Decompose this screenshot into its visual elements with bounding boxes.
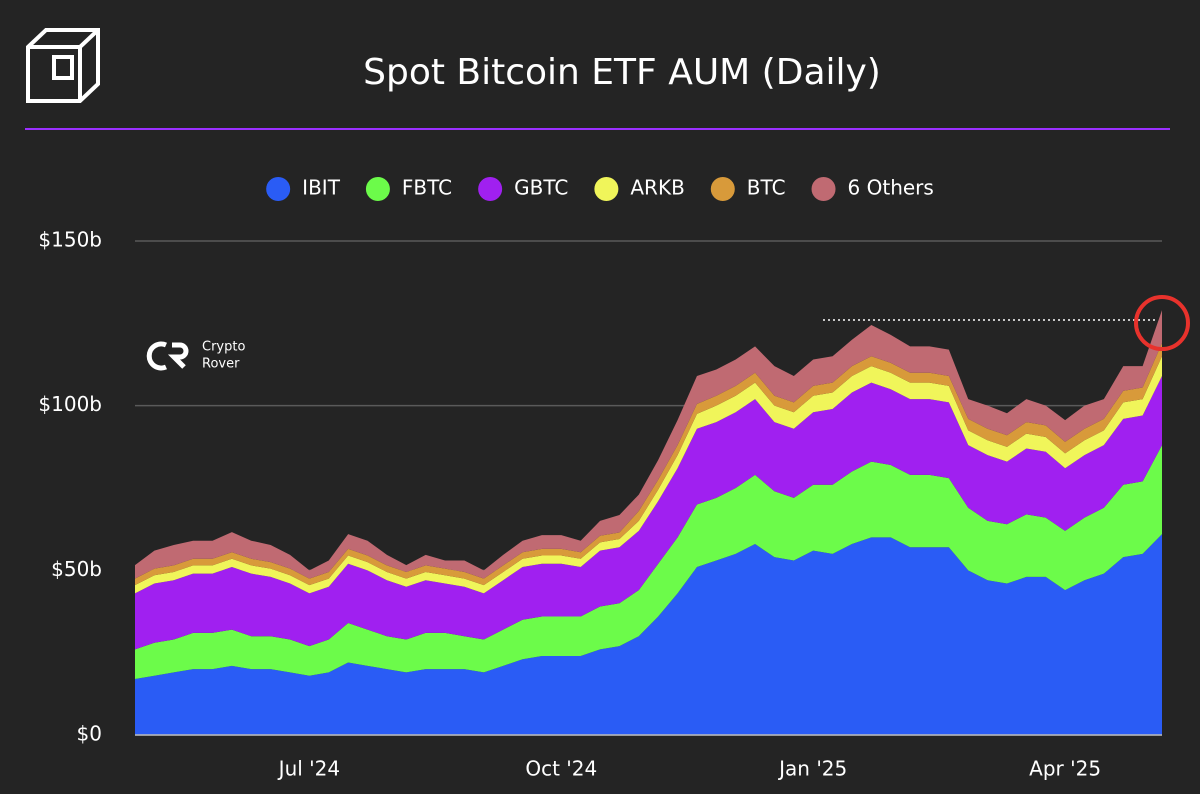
watermark-text: Rover: [202, 357, 240, 372]
legend-swatch: [478, 177, 503, 201]
legend-label: ARKB: [630, 176, 684, 200]
x-tick-label: Jan '25: [777, 757, 847, 781]
watermark: Crypto Rover: [146, 340, 245, 372]
y-tick-label: $100b: [38, 392, 102, 416]
area: [135, 445, 1162, 680]
legend-label: 6 Others: [848, 176, 934, 200]
legend-label: GBTC: [514, 176, 568, 200]
highlight-circle: [1134, 295, 1190, 352]
area: [135, 534, 1162, 735]
legend-label: BTC: [747, 176, 786, 200]
area: [135, 376, 1162, 650]
legend-swatch: [811, 177, 836, 201]
x-tick-label: Apr '25: [1029, 757, 1101, 781]
logo: [26, 28, 100, 103]
y-tick-label: $0: [77, 722, 102, 746]
legend-swatch: [365, 177, 390, 201]
chart-title: Spot Bitcoin ETF AUM (Daily): [363, 52, 881, 93]
y-tick-label: $50b: [51, 557, 102, 581]
x-tick-label: Oct '24: [525, 757, 597, 781]
legend-swatch: [594, 177, 619, 201]
legend-label: FBTC: [402, 176, 452, 200]
legend-swatch: [266, 177, 291, 201]
legend: IBIT FBTC GBTC ARKB BTC 6 Others: [266, 176, 934, 201]
legend-label: IBIT: [302, 176, 341, 200]
x-tick-label: Jul '24: [277, 757, 340, 781]
watermark-text: Crypto: [202, 340, 245, 355]
legend-swatch: [710, 177, 735, 201]
y-tick-label: $150b: [38, 228, 102, 252]
area: [135, 310, 1162, 579]
